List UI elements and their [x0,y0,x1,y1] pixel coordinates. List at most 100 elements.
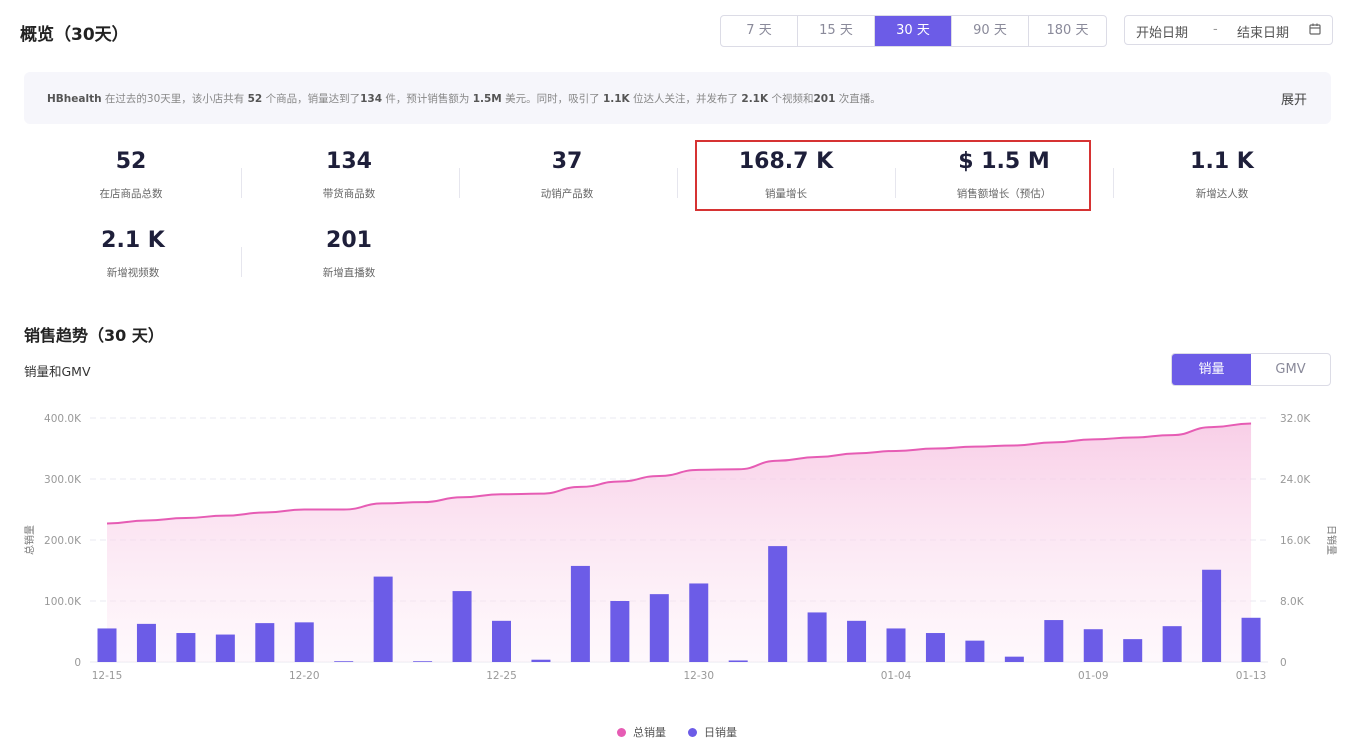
expand-button[interactable]: 展开 [1280,93,1307,108]
stat-value: 201 [326,228,372,253]
x-tick-label: 12-30 [683,670,714,682]
legend-label: 总销量 [633,726,666,739]
daily-sales-bar [649,594,669,662]
range-180d-button[interactable]: 180 天 [1046,23,1089,38]
legend-dot-purple [688,727,697,737]
stat-selling-products: 134 带货商品数 [240,148,458,201]
daily-sales-bar [965,640,985,662]
total-sales-line [106,422,1252,525]
range-30d-button[interactable]: 30 天 [875,16,952,46]
range-7d-button[interactable]: 7 天 [721,16,798,46]
daily-sales-bar [373,576,393,662]
x-tick-label: 01-04 [881,670,912,682]
legend-daily-sales[interactable]: 日销量 [688,724,737,740]
daily-sales-bar [1202,569,1222,662]
stat-divider [459,168,460,198]
daily-sales-bar [1123,639,1143,662]
y-left-tick-label: 100.0K [44,596,82,608]
stat-label: 新增直播数 [322,267,376,279]
stat-divider [677,168,678,198]
stat-label: 销量增长 [765,188,807,200]
stat-value: 2.1 K [101,228,165,253]
daily-sales-bars [97,546,1261,662]
stat-label: 销售额增长（预估） [956,188,1052,200]
daily-sales-bar [807,612,827,662]
daily-sales-bar [452,591,472,662]
stat-gmv-growth: $ 1.5 M 销售额增长（预估） [895,148,1113,201]
end-date-field[interactable]: 结束日期 [1237,26,1290,41]
stat-total-products: 52 在店商品总数 [22,148,240,201]
daily-sales-bar [1004,656,1024,662]
daily-sales-bar [689,583,709,662]
daily-sales-bar [334,661,354,662]
y-right-tick-label: 16.0K [1280,535,1311,547]
date-separator: - [1213,22,1218,37]
daily-sales-bar [886,628,906,662]
x-tick-label: 12-25 [486,670,517,682]
stat-value: $ 1.5 M [958,149,1050,174]
daily-sales-bar [1162,626,1182,662]
date-range-picker[interactable]: 开始日期 - 结束日期 [1124,15,1333,45]
daily-sales-bar [1241,617,1261,662]
stat-value: 1.1 K [1190,149,1254,174]
x-tick-label: 01-13 [1236,670,1267,682]
stat-value: 52 [115,149,147,174]
x-tick-label: 12-15 [92,670,123,682]
page-title: 概览（30天） [20,25,129,45]
y-left-tick-label: 400.0K [44,413,82,425]
stat-value: 37 [551,149,583,174]
chart-legend: 总销量 日销量 [0,724,1354,740]
daily-sales-bar [255,623,275,662]
sales-trend-chart: 0 0 100.0K 8.0K 200.0K 16.0K 300.0K 24.0K 400.0K… [23,413,1338,682]
stat-value: 168.7 K [738,149,834,174]
daily-sales-bar [215,634,235,662]
daily-sales-bar [925,633,945,662]
metric-toggle: 销量 GMV [1171,353,1331,386]
stat-new-lives: 201 新增直播数 [240,227,458,280]
y-left-tick-label: 200.0K [44,535,82,547]
y-right-tick-label: 8.0K [1280,596,1305,608]
daily-sales-bar [847,620,867,662]
stat-value: 134 [326,149,372,174]
stat-divider [241,168,242,198]
range-90d-button[interactable]: 90 天 [952,16,1029,46]
y-left-tick-label: 300.0K [44,474,82,486]
stat-sales-growth: 168.7 K 销量增长 [677,148,895,201]
daily-sales-bar [1083,629,1103,662]
y-right-tick-label: 32.0K [1280,413,1311,425]
daily-sales-bar [570,565,590,662]
x-tick-label: 12-20 [289,670,320,682]
daily-sales-bar [768,546,788,662]
summary-banner: HBhealth 在过去的30天里，该小店共有 52 个商品，销量达到了134 … [24,72,1331,124]
y-right-tick-label: 24.0K [1280,474,1311,486]
stat-moving-products: 37 动销产品数 [458,148,676,201]
legend-label: 日销量 [704,726,737,739]
daily-sales-bar [728,660,748,662]
daily-sales-bar [1044,620,1064,662]
stat-label: 新增视频数 [106,267,160,279]
daily-sales-bar [97,628,117,662]
start-date-field[interactable]: 开始日期 [1136,26,1189,41]
chart-subtitle: 销量和GMV [24,364,91,379]
toggle-gmv-button[interactable]: GMV [1275,362,1306,377]
stat-label: 带货商品数 [322,188,376,200]
stat-new-creators: 1.1 K 新增达人数 [1113,148,1331,201]
calendar-icon[interactable] [1309,23,1321,39]
toggle-sales-button[interactable]: 销量 [1172,354,1251,385]
x-tick-label: 01-09 [1078,670,1109,682]
stat-label: 动销产品数 [540,188,594,200]
axis-labels: 0 0 100.0K 8.0K 200.0K 16.0K 300.0K 24.0K 400.0K… [23,413,1338,682]
legend-total-sales[interactable]: 总销量 [617,724,666,740]
stat-new-videos: 2.1 K 新增视频数 [24,227,242,280]
highlight-box [695,140,1091,211]
total-sales-area [107,423,1252,662]
range-15d-button[interactable]: 15 天 [798,16,875,46]
section-title: 销售趋势（30 天） [24,326,164,345]
daily-sales-bar [176,633,196,662]
daily-sales-bar [492,620,511,662]
daily-sales-bar [413,661,433,662]
stat-label: 在店商品总数 [99,188,163,200]
daily-sales-bar [136,623,156,662]
legend-dot-pink [617,727,626,737]
y-right-axis-label: 日销量 [1325,525,1338,555]
